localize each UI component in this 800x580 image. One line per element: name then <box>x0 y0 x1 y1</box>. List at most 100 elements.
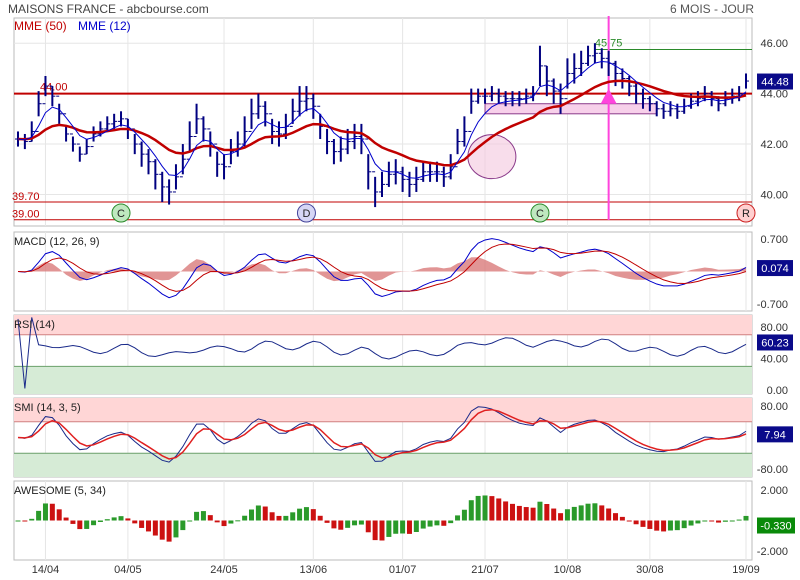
smi-last-value: 7.94 <box>764 429 785 441</box>
awesome-bar <box>654 520 660 531</box>
mme12-line <box>17 61 747 179</box>
awesome-bar <box>200 511 206 521</box>
awesome-bar <box>647 520 653 529</box>
last-price-value: 44.48 <box>761 77 789 89</box>
awesome-label: AWESOME (5, 34) <box>14 485 106 497</box>
awesome-bar <box>626 520 632 522</box>
macd-last-tag <box>757 260 793 277</box>
x-tick-label: 14/04 <box>32 564 60 576</box>
macd-last-value: 0.074 <box>761 263 789 275</box>
event-marker <box>296 203 316 223</box>
awesome-bar <box>70 520 76 524</box>
rsi-line <box>17 317 747 389</box>
awesome-bar <box>441 520 447 526</box>
awesome-bar <box>324 520 330 523</box>
awesome-bar <box>564 509 570 521</box>
awesome-bar <box>84 520 90 529</box>
rsi-oversold-zone <box>14 366 752 394</box>
awesome-last-value: -0.330 <box>760 521 791 533</box>
legend-mme50: MME (50) <box>14 19 67 33</box>
awesome-bar <box>551 508 557 521</box>
awesome-bar <box>91 520 97 526</box>
awesome-bar <box>22 520 28 522</box>
awesome-bar <box>104 519 110 521</box>
event-marker-label: D <box>302 208 310 220</box>
x-tick-label: 21/07 <box>471 564 499 576</box>
awesome-bar <box>207 515 213 521</box>
awesome-last-tag <box>757 517 795 534</box>
awesome-bar <box>63 517 69 521</box>
awesome-bar <box>125 518 131 521</box>
awesome-bar <box>413 520 419 532</box>
awesome-bar <box>56 509 62 521</box>
awesome-bar <box>468 500 474 521</box>
awesome-bar <box>420 520 426 529</box>
awesome-bar <box>214 520 220 523</box>
awesome-bar <box>461 509 467 521</box>
awesome-bar <box>743 515 749 521</box>
awesome-bar <box>667 520 673 531</box>
event-marker <box>736 203 756 223</box>
y-tick-label: 80.00 <box>760 401 788 413</box>
pattern-circle <box>467 134 517 180</box>
awesome-bar <box>722 520 728 522</box>
awesome-bar <box>15 520 21 522</box>
level-label: 39.70 <box>12 191 40 203</box>
awesome-bar <box>400 520 406 534</box>
awesome-bar <box>345 520 351 528</box>
awesome-bar <box>159 520 165 540</box>
awesome-bar <box>269 512 275 521</box>
macd-histogram <box>18 257 746 282</box>
awesome-bar <box>297 508 303 521</box>
y-tick-label: 0.00 <box>767 385 788 397</box>
awesome-bar <box>77 520 83 530</box>
awesome-bar <box>592 503 598 521</box>
awesome-bar <box>619 516 625 521</box>
awesome-bar <box>194 511 200 521</box>
awesome-bar <box>166 520 172 542</box>
awesome-bar <box>448 520 454 524</box>
awesome-bar <box>633 520 639 525</box>
awesome-bar <box>736 519 742 521</box>
awesome-bar <box>97 520 103 522</box>
awesome-bar <box>262 506 268 521</box>
y-tick-label: 40.00 <box>760 353 788 365</box>
awesome-bar <box>537 501 543 521</box>
awesome-bar <box>283 515 289 521</box>
awesome-bar <box>544 504 550 521</box>
smi-label: SMI (14, 3, 5) <box>14 402 81 414</box>
awesome-bar <box>709 520 715 522</box>
last-price-tag <box>757 73 793 90</box>
smi-last-tag <box>757 426 793 443</box>
y-tick-label: 80.00 <box>760 322 788 334</box>
awesome-bar <box>661 520 667 532</box>
level-label: 39.00 <box>12 209 40 221</box>
y-tick-label: 0.700 <box>760 234 788 246</box>
y-tick-label: 42.00 <box>760 139 788 151</box>
legend-mme12: MME (12) <box>78 19 131 33</box>
awesome-bar <box>255 505 261 521</box>
event-marker <box>111 203 131 223</box>
x-tick-label: 01/07 <box>389 564 417 576</box>
awesome-bar <box>427 520 433 527</box>
awesome-bar <box>434 520 440 526</box>
awesome-bar <box>338 520 344 530</box>
y-tick-label: -0.700 <box>757 299 788 311</box>
awesome-bar <box>303 507 309 521</box>
awesome-bar <box>290 512 296 521</box>
rsi-label: RSI (14) <box>14 319 55 331</box>
awesome-bar <box>516 505 522 521</box>
rsi-overbought-zone <box>14 315 752 335</box>
awesome-bar <box>681 520 687 529</box>
x-tick-label: 10/08 <box>554 564 582 576</box>
awesome-bar <box>482 495 488 521</box>
smi-signal-line <box>17 408 747 460</box>
event-marker <box>530 203 550 223</box>
awesome-bar <box>496 498 502 521</box>
y-tick-label: 44.00 <box>760 89 788 101</box>
awesome-bar <box>49 503 55 521</box>
y-tick-label: 46.00 <box>760 38 788 50</box>
awesome-bar <box>489 496 495 521</box>
awesome-bar <box>145 520 151 532</box>
